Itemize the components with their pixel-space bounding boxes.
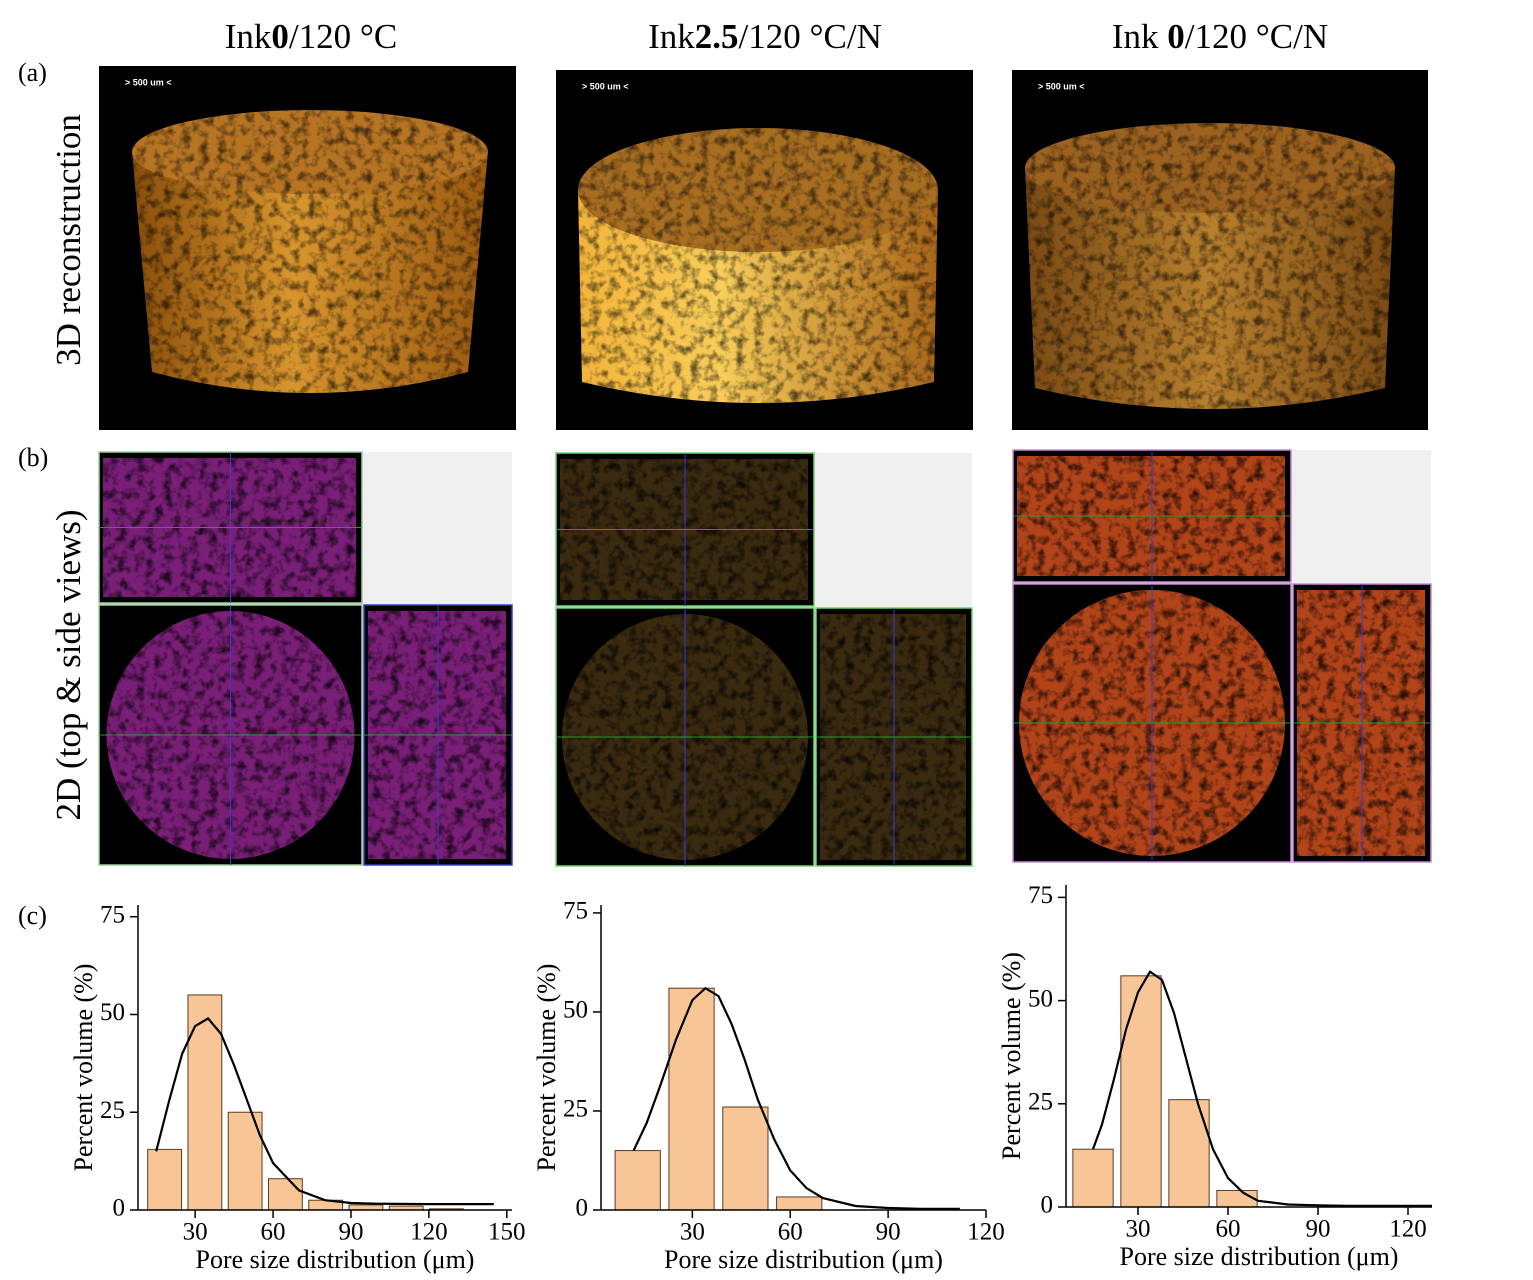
y-tick-label: 75 (100, 901, 125, 928)
y-axis-label: Percent volume (%) (997, 952, 1026, 1160)
panel-label: (c) (18, 901, 47, 930)
header-text: /120 °C (289, 17, 397, 56)
y-tick-label: 0 (576, 1195, 589, 1222)
sample-texture (132, 152, 488, 393)
y-tick-label: 50 (1028, 985, 1053, 1012)
x-tick-label: 120 (967, 1219, 1005, 1246)
scale-bar: > 500 um < (125, 77, 172, 87)
x-tick-label: 60 (1216, 1216, 1241, 1243)
header-bold: 0 (1167, 17, 1185, 56)
panel-label: (a) (18, 58, 47, 87)
x-tick-label: 120 (1389, 1216, 1427, 1243)
x-tick-label: 60 (261, 1219, 286, 1246)
scale-bar: > 500 um < (582, 81, 629, 91)
header-text: /120 °C/N (1185, 17, 1328, 56)
sample-top-texture (1025, 123, 1395, 213)
x-tick-label: 30 (183, 1219, 208, 1246)
y-tick-label: 25 (1028, 1089, 1053, 1116)
fit-curve (1091, 970, 1432, 1207)
column-header: Ink0/120 °C (225, 17, 397, 56)
x-tick-label: 90 (876, 1219, 901, 1246)
panel-label: (b) (18, 443, 48, 472)
x-tick-label: 90 (1306, 1216, 1331, 1243)
header-text: Ink (648, 17, 695, 56)
y-tick-label: 0 (1041, 1192, 1054, 1219)
bar (776, 1196, 823, 1211)
bar (668, 987, 715, 1211)
header-text: /120 °C/N (739, 17, 882, 56)
scale-bar: > 500 um < (1038, 81, 1085, 91)
y-tick-label: 25 (563, 1096, 588, 1123)
x-tick-label: 90 (338, 1219, 363, 1246)
x-tick-label: 150 (488, 1219, 526, 1246)
sample-top-texture (578, 128, 938, 252)
bar (1216, 1189, 1258, 1208)
y-axis-label: Percent volume (%) (532, 964, 561, 1172)
x-tick-label: 120 (410, 1219, 448, 1246)
fit-curve (632, 986, 960, 1210)
x-tick-label: 30 (680, 1219, 705, 1246)
header-text: Ink (1112, 17, 1167, 56)
x-axis-label: Pore size distribution (μm) (664, 1245, 943, 1274)
y-tick-label: 50 (100, 999, 125, 1026)
y-tick-label: 0 (113, 1195, 126, 1222)
x-axis-label: Pore size distribution (μm) (1120, 1242, 1399, 1271)
bar (614, 1150, 661, 1211)
row-label: 2D (top & side views) (49, 509, 88, 820)
sample-texture (1025, 168, 1395, 409)
y-tick-label: 50 (563, 997, 588, 1024)
header-text: Ink (225, 17, 272, 56)
x-axis-label: Pore size distribution (μm) (196, 1245, 475, 1274)
bar (722, 1106, 769, 1211)
header-bold: 2.5 (695, 17, 739, 56)
column-header: Ink 0/120 °C/N (1112, 17, 1328, 56)
bar (1120, 975, 1162, 1208)
row-label: 3D reconstruction (49, 114, 88, 366)
bar (267, 1178, 303, 1211)
x-tick-label: 30 (1126, 1216, 1151, 1243)
fit-curve (155, 1016, 494, 1206)
bar (147, 1148, 183, 1211)
bar (348, 1204, 384, 1211)
y-tick-label: 25 (100, 1097, 125, 1124)
column-header: Ink2.5/120 °C/N (648, 17, 882, 56)
x-tick-label: 60 (778, 1219, 803, 1246)
sample-top-texture (132, 110, 488, 194)
y-axis-label: Percent volume (%) (69, 964, 98, 1172)
header-bold: 0 (271, 17, 289, 56)
y-tick-label: 75 (563, 898, 588, 925)
y-tick-label: 75 (1028, 882, 1053, 909)
bar (1072, 1148, 1114, 1208)
